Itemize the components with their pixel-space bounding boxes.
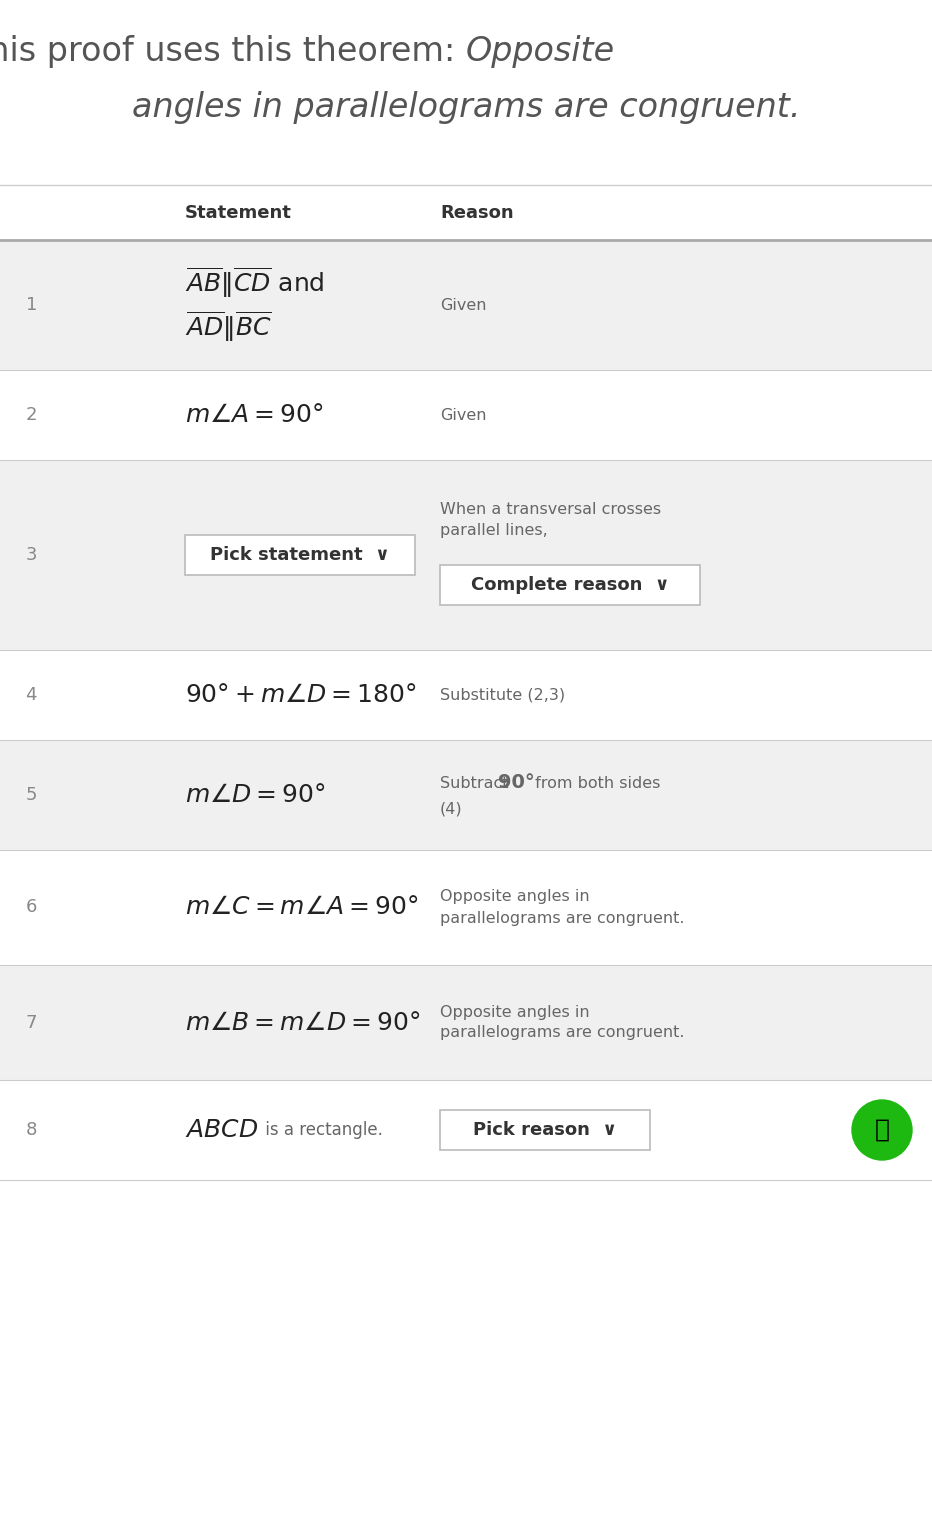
Text: Opposite angles in
parallelograms are congruent.: Opposite angles in parallelograms are co… xyxy=(440,1005,684,1040)
FancyBboxPatch shape xyxy=(185,536,415,576)
Text: $m\angle A = 90\degree$: $m\angle A = 90\degree$ xyxy=(185,403,323,426)
Bar xyxy=(0,740,932,850)
Bar xyxy=(0,850,932,965)
Text: 6: 6 xyxy=(25,899,37,917)
Text: Opposite: Opposite xyxy=(466,35,615,69)
Text: 5: 5 xyxy=(25,786,37,803)
Text: This proof uses this theorem:: This proof uses this theorem: xyxy=(0,35,466,69)
Text: 3: 3 xyxy=(25,546,37,563)
Bar xyxy=(0,185,932,240)
Text: $m\angle C = m\angle A = 90\degree$: $m\angle C = m\angle A = 90\degree$ xyxy=(185,896,418,919)
Text: Given: Given xyxy=(440,408,487,423)
Text: 8: 8 xyxy=(25,1120,37,1139)
Text: from both sides: from both sides xyxy=(530,776,661,791)
Text: is a rectangle.: is a rectangle. xyxy=(260,1120,383,1139)
Text: $m\angle D = 90\degree$: $m\angle D = 90\degree$ xyxy=(185,783,325,806)
Text: 2: 2 xyxy=(25,406,37,425)
Text: Substitute (2,3): Substitute (2,3) xyxy=(440,688,565,702)
Bar xyxy=(0,0,932,175)
Bar xyxy=(0,369,932,460)
Text: When a transversal crosses
parallel lines,: When a transversal crosses parallel line… xyxy=(440,502,661,539)
Text: Given: Given xyxy=(440,297,487,312)
Text: 7: 7 xyxy=(25,1014,37,1031)
Text: 1: 1 xyxy=(25,295,37,314)
Text: Opposite angles in
parallelograms are congruent.: Opposite angles in parallelograms are co… xyxy=(440,890,684,925)
Bar xyxy=(0,1080,932,1180)
Bar xyxy=(0,460,932,649)
Text: $90\degree + m\angle D = 180\degree$: $90\degree + m\angle D = 180\degree$ xyxy=(185,683,417,706)
Text: $\overline{AB} \| \overline{CD}$ and: $\overline{AB} \| \overline{CD}$ and xyxy=(185,266,324,300)
Text: angles in parallelograms are congruent.: angles in parallelograms are congruent. xyxy=(131,91,801,125)
Text: $m\angle B = m\angle D = 90\degree$: $m\angle B = m\angle D = 90\degree$ xyxy=(185,1011,420,1034)
Text: Pick reason  ∨: Pick reason ∨ xyxy=(473,1120,617,1139)
Text: 4: 4 xyxy=(25,686,37,703)
Bar xyxy=(0,965,932,1080)
Text: (4): (4) xyxy=(440,802,462,817)
Text: Statement: Statement xyxy=(185,203,292,222)
Circle shape xyxy=(852,1100,912,1160)
FancyBboxPatch shape xyxy=(440,1110,650,1150)
Text: Pick statement  ∨: Pick statement ∨ xyxy=(210,546,390,563)
Bar xyxy=(0,240,932,369)
Text: 💡: 💡 xyxy=(874,1117,889,1142)
Bar xyxy=(0,1180,932,1539)
Text: $\overline{AD} \| \overline{BC}$: $\overline{AD} \| \overline{BC}$ xyxy=(185,309,272,345)
Text: Reason: Reason xyxy=(440,203,514,222)
Text: Complete reason  ∨: Complete reason ∨ xyxy=(471,576,669,594)
FancyBboxPatch shape xyxy=(440,565,700,605)
Text: 90°: 90° xyxy=(498,774,535,793)
Text: Subtract: Subtract xyxy=(440,776,514,791)
Text: $ABCD$: $ABCD$ xyxy=(185,1117,258,1142)
Bar xyxy=(0,649,932,740)
